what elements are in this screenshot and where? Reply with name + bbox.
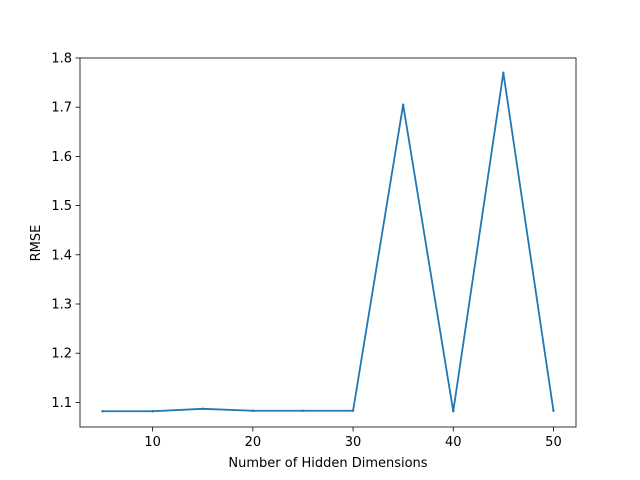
data-point — [351, 409, 355, 412]
data-point — [452, 410, 455, 413]
data-point — [201, 407, 204, 410]
y-tick-label: 1.7 — [51, 101, 72, 116]
x-axis-label: Number of Hidden Dimensions — [228, 456, 427, 471]
data-point — [101, 410, 104, 413]
data-point — [151, 410, 154, 413]
x-tick-label: 30 — [345, 435, 362, 450]
data-point — [401, 103, 405, 106]
y-axis-label: RMSE — [29, 225, 44, 262]
y-tick-label: 1.6 — [51, 150, 72, 165]
x-tick-label: 20 — [245, 435, 262, 450]
data-point — [502, 71, 505, 74]
y-tick-label: 1.5 — [51, 199, 72, 214]
series-line — [101, 71, 555, 413]
y-tick-label: 1.3 — [51, 298, 72, 313]
ticks: 10 20 30 40 50 1.1 1.2 1.3 1.4 1.5 1.6 1.7 1.8 — [51, 52, 561, 451]
data-point — [301, 409, 305, 412]
data-point — [251, 409, 255, 412]
y-tick-label: 1.1 — [51, 396, 72, 411]
y-tick-label: 1.2 — [51, 347, 72, 362]
x-tick-label: 40 — [445, 435, 462, 450]
y-tick-label: 1.8 — [51, 52, 72, 67]
axes-frame — [79, 57, 577, 428]
plot-area — [101, 71, 555, 413]
data-point — [552, 409, 555, 412]
y-tick-label: 1.4 — [51, 248, 72, 263]
x-tick-label: 10 — [144, 435, 161, 450]
x-tick-label: 50 — [545, 435, 562, 450]
